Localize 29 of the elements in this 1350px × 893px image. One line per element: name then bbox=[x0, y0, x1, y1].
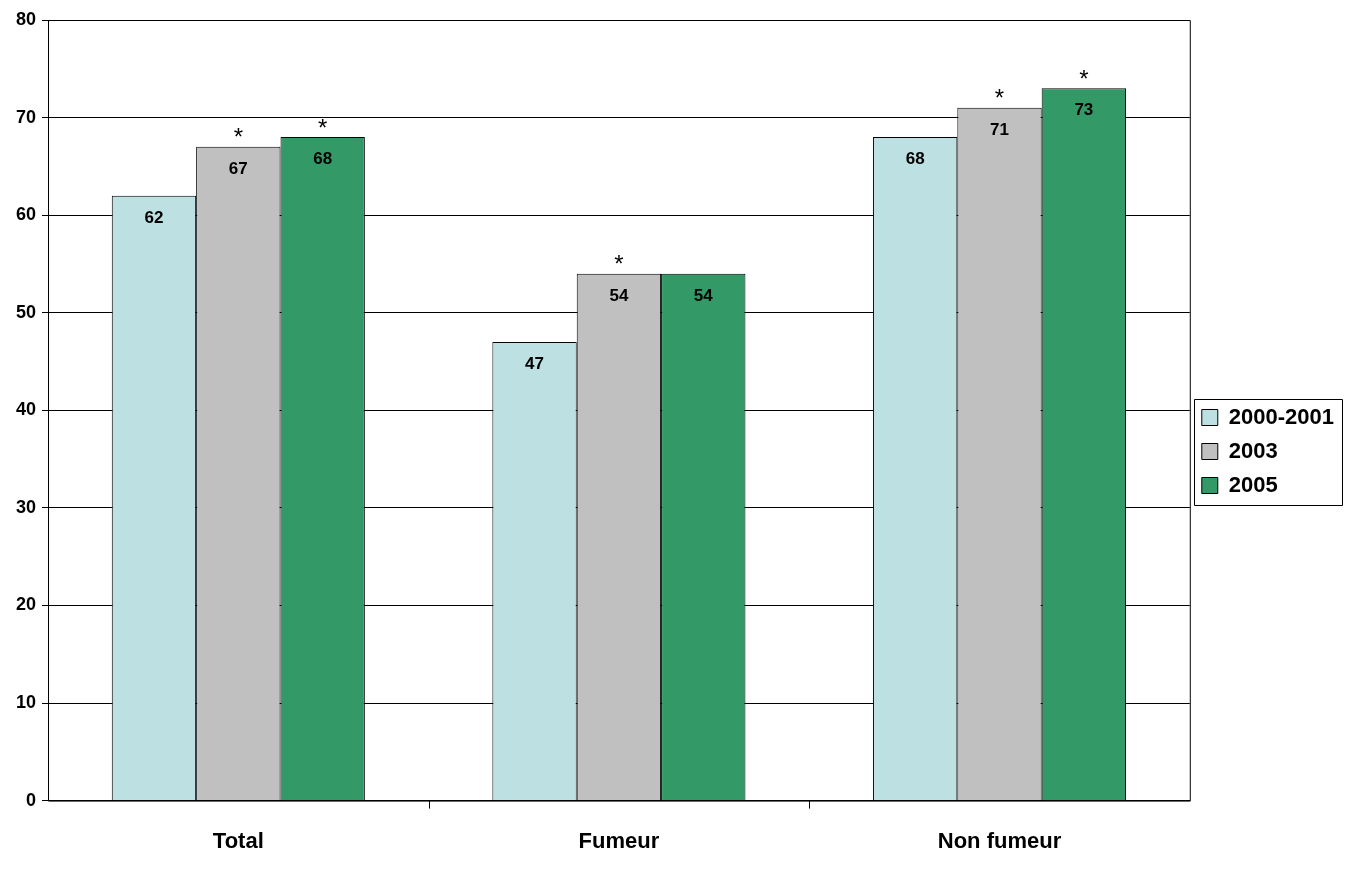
y-tick-label: 40 bbox=[15, 399, 37, 420]
x-tick-label: Fumeur bbox=[578, 827, 660, 853]
annotation: * bbox=[318, 113, 328, 141]
legend-label: 2003 bbox=[1228, 437, 1278, 463]
x-tick-label: Non fumeur bbox=[937, 827, 1062, 853]
x-tick-label: Total bbox=[212, 827, 264, 853]
data-label: 67 bbox=[228, 159, 248, 179]
legend-label: 2000-2001 bbox=[1228, 403, 1335, 429]
y-tick-label: 10 bbox=[15, 691, 37, 712]
y-tick-label: 60 bbox=[15, 204, 37, 225]
y-tick-label: 0 bbox=[26, 789, 37, 810]
y-tick-label: 20 bbox=[15, 594, 37, 615]
annotation: * bbox=[614, 250, 624, 278]
y-tick-label: 80 bbox=[15, 8, 37, 29]
data-label: 73 bbox=[1074, 100, 1094, 120]
annotation: * bbox=[1079, 64, 1089, 92]
y-tick-label: 50 bbox=[15, 301, 37, 322]
data-label: 71 bbox=[990, 120, 1009, 140]
data-label: 54 bbox=[609, 285, 629, 305]
data-label: 68 bbox=[313, 149, 333, 169]
y-tick-label: 30 bbox=[15, 496, 37, 517]
data-label: 47 bbox=[525, 354, 544, 374]
data-label: 68 bbox=[905, 149, 925, 169]
y-tick-label: 70 bbox=[15, 106, 37, 127]
data-label: 54 bbox=[693, 285, 714, 305]
annotation: * bbox=[233, 123, 243, 151]
legend-label: 2005 bbox=[1228, 471, 1278, 497]
annotation: * bbox=[994, 84, 1005, 112]
data-label: 62 bbox=[144, 207, 164, 227]
